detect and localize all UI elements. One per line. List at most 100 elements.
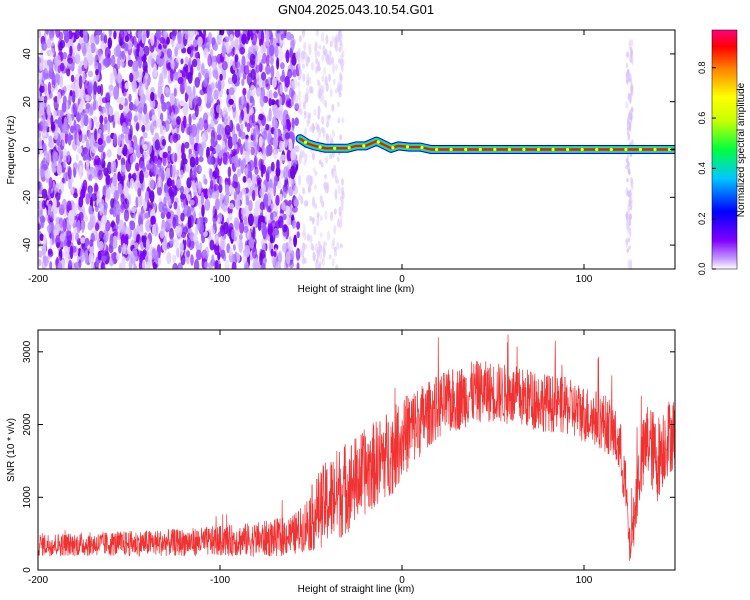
noise-speckle bbox=[172, 30, 178, 37]
faint-speckle bbox=[311, 217, 315, 223]
noise-speckle bbox=[207, 32, 213, 45]
noise-speckle bbox=[247, 230, 252, 240]
noise-speckle bbox=[119, 38, 123, 47]
noise-speckle bbox=[182, 102, 189, 116]
noise-speckle bbox=[88, 106, 94, 116]
noise-speckle bbox=[191, 170, 198, 179]
artifact-speckle bbox=[626, 68, 630, 78]
noise-speckle bbox=[227, 166, 232, 178]
noise-speckle bbox=[156, 159, 162, 168]
noise-speckle bbox=[218, 183, 223, 194]
y-tick-label: 20 bbox=[22, 96, 33, 108]
faint-speckle bbox=[339, 39, 343, 47]
noise-speckle bbox=[186, 255, 190, 265]
track-node bbox=[362, 144, 366, 148]
faint-speckle bbox=[339, 134, 343, 141]
noise-speckle bbox=[97, 169, 103, 181]
noise-speckle bbox=[271, 254, 276, 266]
noise-speckle bbox=[272, 136, 279, 149]
faint-speckle bbox=[297, 108, 301, 114]
noise-speckle bbox=[270, 212, 274, 221]
noise-speckle bbox=[145, 219, 151, 233]
x-tick-label: -200 bbox=[28, 575, 48, 586]
noise-speckle bbox=[107, 57, 112, 66]
faint-speckle bbox=[326, 182, 330, 194]
noise-speckle bbox=[143, 54, 147, 63]
noise-speckle bbox=[202, 141, 207, 149]
noise-speckle bbox=[78, 104, 83, 114]
faint-speckle bbox=[315, 30, 319, 37]
faint-speckle bbox=[339, 243, 343, 249]
noise-speckle bbox=[94, 222, 100, 232]
noise-speckle bbox=[195, 239, 200, 251]
noise-speckle bbox=[191, 59, 198, 68]
noise-speckle bbox=[97, 250, 102, 261]
noise-speckle bbox=[121, 149, 128, 156]
noise-speckle bbox=[236, 253, 241, 263]
noise-speckle bbox=[136, 224, 140, 235]
track-node bbox=[391, 146, 395, 150]
noise-speckle bbox=[293, 198, 299, 208]
noise-speckle bbox=[148, 60, 152, 73]
noise-speckle bbox=[115, 253, 121, 261]
noise-speckle bbox=[104, 116, 108, 124]
noise-speckle bbox=[203, 178, 208, 185]
faint-speckle bbox=[321, 126, 325, 134]
noise-speckle bbox=[241, 207, 246, 216]
track-node bbox=[420, 145, 424, 150]
noise-speckle bbox=[84, 215, 88, 222]
noise-speckle bbox=[112, 68, 117, 81]
noise-speckle bbox=[59, 75, 64, 88]
noise-speckle bbox=[243, 65, 250, 75]
noise-speckle bbox=[231, 261, 237, 269]
noise-speckle bbox=[131, 79, 137, 92]
snr-y-axis-label: SNR (10 * v/v) bbox=[6, 418, 17, 482]
noise-speckle bbox=[273, 251, 277, 258]
faint-speckle bbox=[304, 153, 308, 163]
noise-speckle bbox=[269, 31, 274, 45]
faint-speckle bbox=[334, 250, 337, 257]
faint-speckle bbox=[330, 56, 334, 65]
noise-speckle bbox=[223, 113, 228, 126]
noise-speckle bbox=[82, 47, 87, 57]
noise-speckle bbox=[250, 84, 256, 97]
faint-speckle bbox=[336, 156, 340, 162]
noise-speckle bbox=[100, 262, 106, 269]
noise-speckle bbox=[127, 59, 134, 67]
noise-speckle bbox=[176, 225, 183, 237]
spectrogram-y-ticks: -40 -20 0 20 40 bbox=[22, 48, 675, 252]
faint-speckle bbox=[318, 44, 322, 50]
noise-speckle bbox=[66, 84, 72, 91]
faint-speckle bbox=[340, 58, 344, 70]
faint-speckle bbox=[339, 72, 343, 81]
noise-speckle bbox=[196, 57, 201, 71]
faint-speckle bbox=[301, 255, 305, 265]
noise-speckle bbox=[150, 91, 155, 102]
noise-speckle bbox=[165, 191, 169, 201]
noise-speckle bbox=[124, 30, 128, 36]
faint-speckle bbox=[321, 31, 325, 43]
faint-speckle bbox=[314, 47, 318, 59]
faint-speckle bbox=[313, 225, 317, 236]
noise-speckle bbox=[103, 167, 109, 177]
noise-speckle bbox=[141, 207, 146, 221]
noise-speckle bbox=[72, 90, 76, 104]
faint-speckle bbox=[297, 47, 301, 57]
artifact-speckle bbox=[629, 204, 633, 211]
artifact-speckle bbox=[627, 190, 630, 198]
noise-speckle bbox=[233, 38, 240, 50]
noise-speckle bbox=[185, 123, 191, 135]
noise-speckle bbox=[62, 51, 68, 60]
noise-speckle bbox=[232, 244, 236, 251]
faint-speckle bbox=[333, 246, 337, 252]
track-node bbox=[318, 145, 322, 149]
noise-speckle bbox=[65, 230, 71, 237]
faint-speckle bbox=[307, 186, 311, 194]
noise-speckle bbox=[288, 138, 293, 151]
y-tick-label: 0 bbox=[22, 567, 33, 573]
faint-speckle bbox=[310, 175, 314, 185]
faint-speckle bbox=[317, 246, 320, 257]
artifact-speckle bbox=[626, 248, 629, 253]
noise-speckle bbox=[159, 37, 166, 44]
noise-speckle bbox=[193, 259, 200, 269]
